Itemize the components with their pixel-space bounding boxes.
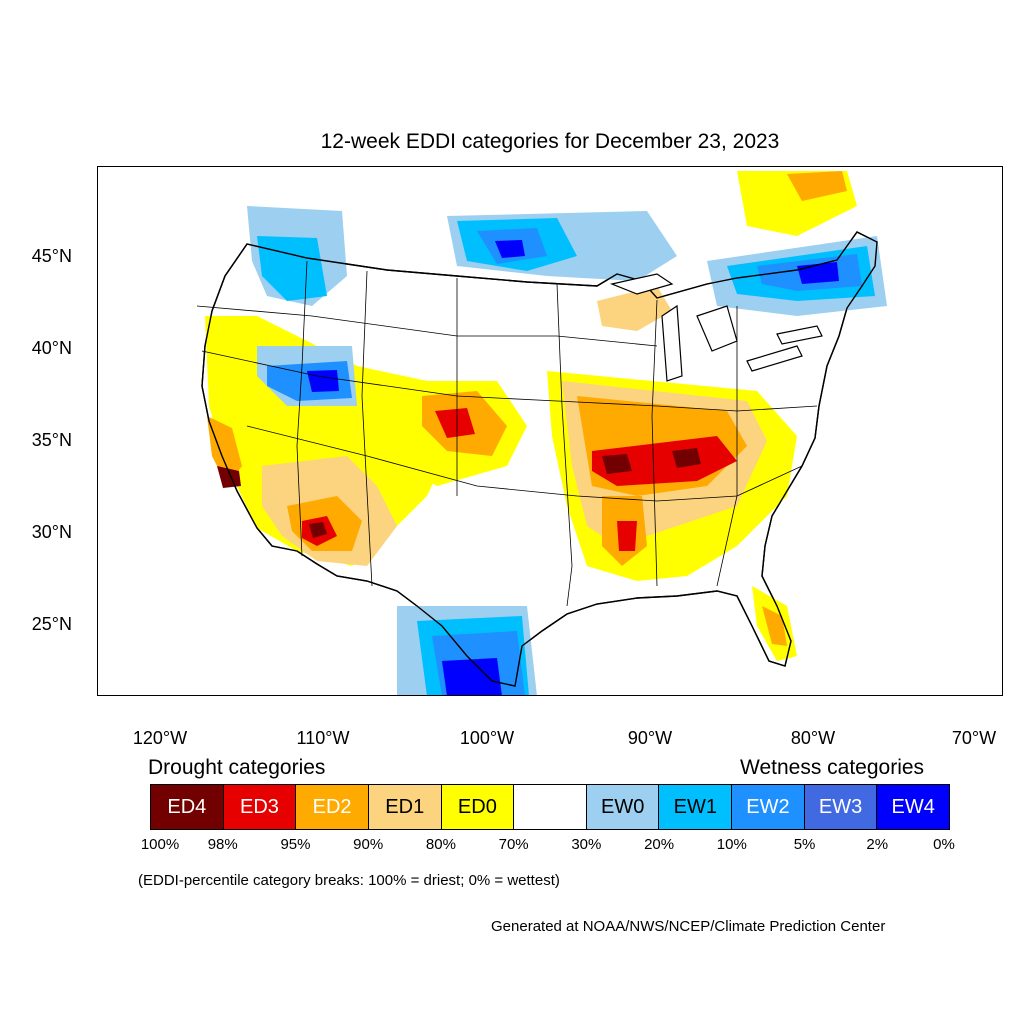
percentile-label: 30% <box>571 836 602 853</box>
lon-label-80: 80°W <box>790 728 836 748</box>
legend-colorbar: ED4 ED3 ED2 ED1 ED0 EW0 EW1 EW2 EW3 EW4 <box>150 784 950 830</box>
legend-cell-ed4: ED4 <box>151 785 224 829</box>
legend-cell-normal <box>514 785 587 829</box>
percentile-label: 0% <box>933 836 955 853</box>
legend-cell-ed1: ED1 <box>368 785 442 829</box>
drought-categories-title: Drought categories <box>148 756 326 779</box>
ed3-mississippi <box>617 521 637 551</box>
percentile-label: 90% <box>353 836 384 853</box>
percentile-label: 10% <box>716 836 747 853</box>
lat-label-40: 40°N <box>31 338 72 358</box>
percentile-label: 98% <box>207 836 238 853</box>
conus-outline <box>201 231 878 687</box>
map-panel <box>97 166 1003 696</box>
ed3-kansas <box>435 408 475 438</box>
percentile-label: 5% <box>793 836 816 853</box>
legend-cell-ew2: EW2 <box>732 785 805 829</box>
lat-label-30: 30°N <box>31 522 72 542</box>
ed4-ohio-valley <box>602 448 701 474</box>
credit-text: Generated at NOAA/NWS/NCEP/Climate Predi… <box>491 918 886 935</box>
legend-cell-ed2: ED2 <box>296 785 369 829</box>
wetness-categories-title: Wetness categories <box>740 756 925 779</box>
lat-label-25: 25°N <box>31 614 72 634</box>
lon-label-110: 110°W <box>296 728 350 748</box>
legend-cell-ed0: ED0 <box>441 785 515 829</box>
percentile-label: 70% <box>498 836 529 853</box>
lon-label-90: 90°W <box>627 728 673 748</box>
ed2-california <box>207 416 242 486</box>
category-note: (EDDI-percentile category breaks: 100% =… <box>138 872 560 889</box>
ed4-california <box>217 466 241 488</box>
legend-cell-ew1: EW1 <box>659 785 733 829</box>
ew4-texas-coast <box>442 658 502 696</box>
state-boundaries <box>196 260 818 607</box>
percentile-label: 95% <box>280 836 311 853</box>
great-lakes <box>609 273 823 382</box>
map-border <box>97 166 1003 696</box>
percentile-label: 20% <box>644 836 675 853</box>
lat-label-35: 35°N <box>31 430 72 450</box>
legend-cell-ew4: EW4 <box>877 785 950 829</box>
map-title: 12-week EDDI categories for December 23,… <box>320 130 780 153</box>
ew1-northwest <box>257 236 327 301</box>
percentile-label: 2% <box>866 836 889 853</box>
lon-label-100: 100°W <box>459 728 515 748</box>
ed1-great-lakes <box>597 286 672 331</box>
legend-cell-ew3: EW3 <box>804 785 878 829</box>
lon-label-120: 120°W <box>132 728 188 748</box>
ed2-northeast <box>787 171 847 201</box>
lon-label-70: 70°W <box>951 728 997 748</box>
lat-label-45: 45°N <box>31 246 72 266</box>
ew4-utah <box>307 370 339 392</box>
percentile-label: 100% <box>140 836 180 853</box>
legend-cell-ed3: ED3 <box>223 785 297 829</box>
percentile-label: 80% <box>425 836 456 853</box>
legend-cell-ew0: EW0 <box>586 785 660 829</box>
ed3-ohio-valley <box>592 436 737 486</box>
ed4-arizona <box>309 522 327 538</box>
ew4-northern-plains <box>495 240 525 258</box>
